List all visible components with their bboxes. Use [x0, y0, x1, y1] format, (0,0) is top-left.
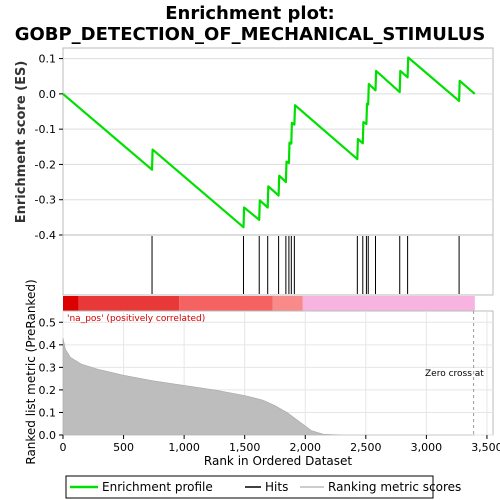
hits-markers — [151, 236, 460, 294]
metric-y-tick-label: 0.5 — [39, 316, 57, 329]
metric-y-axis-label: Ranked list metric (PreRanked) — [24, 279, 38, 464]
es-panel-frame — [62, 47, 494, 236]
color-bar-segment — [78, 296, 180, 311]
chart-title-line2: GOBP_DETECTION_OF_MECHANICAL_STIMULUS — [15, 24, 486, 45]
es-tick-label: 0.1 — [39, 53, 57, 66]
metric-y-ticks: 0.0 0.1 0.2 0.3 0.4 0.5 — [39, 316, 63, 442]
metric-x-ticks: 0 500 1,000 1,500 2,000 2,500 3,000 3,500 — [60, 435, 500, 454]
es-tick-label: -0.2 — [35, 158, 56, 171]
hits-panel-frame — [62, 234, 494, 296]
es-tick-label: -0.1 — [35, 123, 56, 136]
metric-y-tick-label: 0.4 — [39, 339, 57, 352]
es-tick-label: -0.3 — [35, 194, 56, 207]
x-axis-label: Rank in Ordered Dataset — [204, 454, 352, 468]
color-bar-segment — [302, 296, 475, 311]
x-tick-label: 1,500 — [229, 441, 261, 454]
es-tick-label: 0.0 — [39, 88, 57, 101]
rank-color-bar — [63, 296, 475, 311]
x-tick-label: 500 — [113, 441, 134, 454]
metric-y-tick-label: 0.0 — [39, 429, 57, 442]
legend-entry-label: Hits — [265, 480, 288, 494]
zero-cross-label: Zero cross at — [425, 369, 484, 379]
x-tick-label: 0 — [60, 441, 67, 454]
legend-entry-label: Ranking metric scores — [328, 480, 461, 494]
legend-entry-label: Enrichment profile — [102, 480, 213, 494]
metric-y-tick-label: 0.1 — [39, 406, 57, 419]
positive-correlation-label: 'na_pos' (positively correlated) — [67, 314, 205, 324]
x-tick-label: 3,500 — [471, 441, 500, 454]
metric-y-tick-label: 0.2 — [39, 384, 57, 397]
es-tick-label: -0.4 — [35, 229, 56, 242]
es-y-axis-label: Enrichment score (ES) — [14, 61, 29, 224]
es-y-ticks: 0.1 0.0 -0.1 -0.2 -0.3 -0.4 — [35, 53, 63, 242]
color-bar-segment — [63, 296, 79, 311]
enrichment-profile-line — [62, 56, 476, 229]
color-bar-segment — [179, 296, 273, 311]
metric-y-tick-label: 0.3 — [39, 361, 57, 374]
x-tick-label: 3,000 — [411, 441, 443, 454]
legend: Enrichment profile Hits Ranking metric sco… — [70, 480, 461, 494]
color-bar-segment — [272, 296, 303, 311]
chart-title-line1: Enrichment plot: — [165, 3, 335, 24]
x-tick-label: 1,000 — [168, 441, 200, 454]
x-tick-label: 2,500 — [350, 441, 382, 454]
ranking-metric-area — [62, 338, 475, 436]
x-tick-label: 2,000 — [290, 441, 322, 454]
